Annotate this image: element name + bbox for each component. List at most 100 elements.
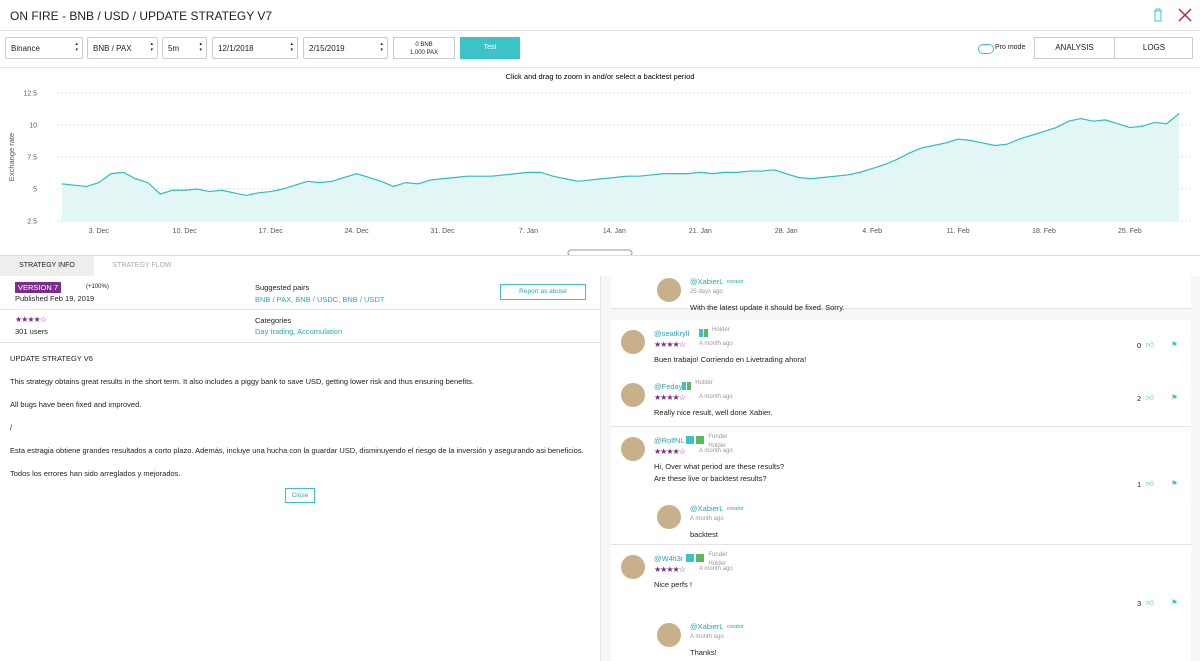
stars: ★★★★☆	[654, 565, 686, 574]
x-tick-label: 24. Dec	[345, 228, 370, 235]
avatar	[621, 330, 645, 354]
avatar	[621, 383, 645, 407]
balance-line: 1,000 PAX	[409, 50, 439, 56]
resize-handle[interactable]	[567, 249, 633, 256]
badge: Holder	[712, 327, 730, 333]
comment: @Feday Holder ★★★★☆ A month ago Really nice …	[611, 373, 1191, 427]
strategy-info: VERSION 7 (+100%) Published Feb 19, 2019…	[0, 276, 600, 661]
tab[interactable]: ANALYSIS	[1035, 38, 1115, 58]
tab[interactable]: LOGS	[1142, 43, 1166, 52]
y-tick-label: 12.5	[23, 91, 37, 98]
chart-subtitle: Click and drag to zoom in and/or select …	[506, 72, 695, 81]
comment: @seatkryll Holder ★★★★☆ A month ago Buen tra…	[611, 320, 1191, 374]
stars: ★★★★☆	[654, 447, 686, 456]
categories: Day trading, Accumulation	[255, 327, 343, 336]
description: UPDATE STRATEGY V6 This strategy obtains …	[10, 354, 590, 492]
badge-icons	[699, 329, 708, 337]
badge: Holder	[695, 380, 713, 386]
toggle[interactable]	[978, 44, 994, 54]
badge: Holder	[708, 561, 727, 567]
paragraph: Todos los errores han sido arreglados y …	[10, 469, 181, 478]
likes: 1	[1137, 479, 1142, 489]
pro-mode: Pro mode	[995, 44, 1026, 51]
role: creator	[726, 624, 744, 630]
comment-text: Really nice result, well done Xabier.	[654, 408, 773, 417]
delete-icon[interactable]	[1152, 8, 1164, 22]
comment-text: backtest	[690, 530, 718, 539]
avatar	[657, 278, 681, 302]
stars: ★★★★☆	[654, 393, 686, 402]
start-date[interactable]: 12/1/2018	[212, 37, 298, 59]
tab[interactable]: STRATEGY INFO	[0, 256, 94, 276]
y-tick-label: 2.5	[27, 219, 37, 226]
user-name: @XabierL	[690, 622, 724, 631]
comment-text: Hi, Over what period are these results?	[654, 462, 785, 471]
user-name: @W4lt3r	[654, 554, 684, 563]
comment: @RolfNL Funder Holder ★★★★☆ A month ago Hi, O…	[611, 427, 1191, 545]
x-tick-label: 31. Dec	[430, 228, 455, 235]
y-tick-label: 5	[33, 187, 37, 194]
comment-text: Buen trabajo! Corriendo en Livetrading a…	[654, 355, 807, 364]
x-tick-label: 14. Jan	[603, 228, 626, 235]
paragraph: All bugs have been fixed and improved.	[10, 400, 142, 409]
like-icon: 👍︎	[1146, 339, 1154, 349]
paragraph: UPDATE STRATEGY V6	[10, 354, 93, 363]
x-tick-label: 7. Jan	[519, 228, 538, 235]
report-button[interactable]: Report as abuse	[500, 284, 586, 300]
paragraph: /	[10, 423, 13, 432]
toolbar: Binance BNB / PAX 5m 12/1/2018 2/15/2019…	[0, 31, 1200, 68]
badge-icons	[686, 554, 705, 562]
categories-label: Categories	[255, 316, 292, 325]
flag-icon: ⚑	[1171, 339, 1178, 349]
time: A month ago	[699, 566, 733, 572]
close-icon[interactable]	[1178, 8, 1192, 22]
close-button[interactable]: Close	[285, 488, 315, 503]
user-name: @seatkryll	[654, 329, 690, 338]
area	[62, 113, 1179, 221]
line	[61, 113, 1180, 197]
interval-select[interactable]: 5m	[162, 37, 207, 59]
avatar	[657, 623, 681, 647]
like-icon: 👍︎	[1146, 392, 1154, 402]
likes: 2	[1137, 393, 1142, 403]
version: VERSION 7	[15, 282, 62, 293]
end-date[interactable]: 2/15/2019	[303, 37, 388, 59]
pairs-label: Suggested pairs	[255, 283, 310, 292]
flag-icon: ⚑	[1171, 598, 1178, 607]
stars: ★★★★☆	[15, 315, 47, 324]
paragraph: Esta estragia obtiene grandes resultados…	[10, 446, 584, 455]
tab[interactable]: STRATEGY FLOW	[112, 262, 172, 269]
likes: 0	[1137, 340, 1142, 350]
role: creator	[726, 279, 744, 285]
badge-icons	[686, 436, 705, 444]
comment: @W4lt3r Funder Holder ★★★★☆ A month ago Nice …	[611, 545, 1191, 661]
balance: 0 BNB 1,000 PAX	[393, 37, 455, 59]
exchange-select[interactable]: Binance	[5, 37, 83, 59]
badge: Holder	[708, 443, 727, 449]
pair-select[interactable]: BNB / PAX	[87, 37, 158, 59]
x-tick-label: 18. Feb	[1032, 228, 1056, 235]
performance: (+100%)	[86, 284, 109, 290]
balance-line: 0 BNB	[415, 42, 433, 48]
user-name: @XabierL	[690, 504, 724, 513]
time: A month ago	[690, 516, 724, 522]
avatar	[657, 505, 681, 529]
sep	[0, 309, 600, 310]
x-tick-label: 21. Jan	[689, 228, 712, 235]
users: 301 users	[15, 327, 48, 336]
header: ON FIRE - BNB / USD / UPDATE STRATEGY V7	[0, 0, 1200, 31]
test-button[interactable]: Test	[460, 37, 520, 59]
divider	[0, 255, 1200, 256]
avatar	[621, 437, 645, 461]
sep	[0, 342, 600, 343]
role: creator	[726, 506, 744, 512]
published: Published Feb 19, 2019	[15, 294, 95, 303]
time: A month ago	[699, 394, 733, 400]
avatar	[621, 555, 645, 579]
x-tick-label: 3. Dec	[89, 228, 110, 235]
comment-text: Thanks!	[690, 648, 717, 657]
user-name: @Feday	[654, 382, 683, 391]
like-icon: 👍︎	[1146, 478, 1154, 488]
like-icon: 👍︎	[1146, 598, 1154, 607]
